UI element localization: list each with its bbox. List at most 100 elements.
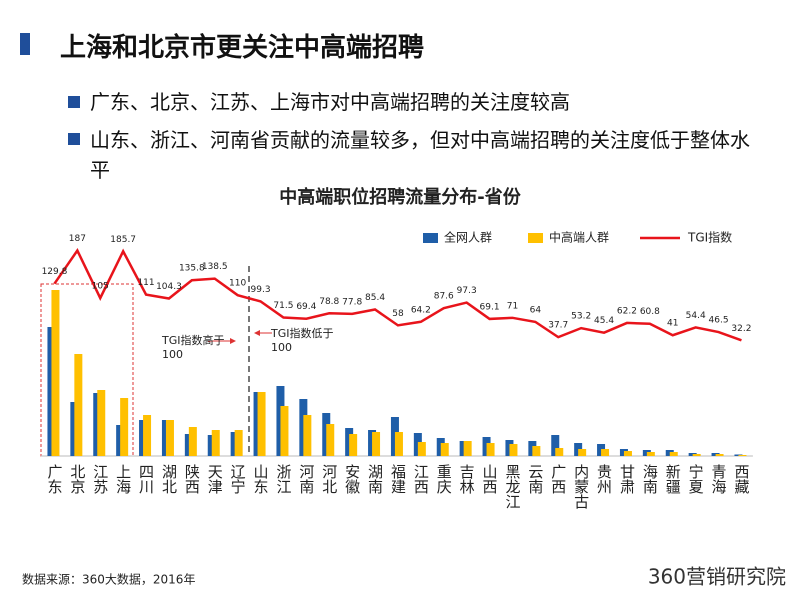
x-tick-label: 广东	[45, 464, 63, 494]
data-label: 105	[92, 282, 109, 292]
bar	[463, 441, 472, 456]
x-tick-label: 黑龙江	[503, 464, 521, 509]
bar	[303, 415, 312, 456]
x-tick-label: 青海	[710, 464, 728, 494]
data-label: 138.5	[202, 262, 228, 272]
bullet-mark	[68, 133, 80, 145]
arrow-head	[230, 338, 236, 344]
bar	[211, 430, 220, 456]
bar	[715, 454, 724, 456]
bar	[440, 443, 449, 456]
source: 数据来源：360大数据，2016年	[22, 572, 195, 587]
title-marker	[20, 33, 30, 55]
x-tick-label: 辽宁	[229, 464, 247, 494]
data-label: 187	[69, 234, 86, 244]
bullet-text: 广东、北京、江苏、上海市对中高端招聘的关注度较高	[90, 90, 570, 114]
bar	[601, 449, 610, 456]
data-label: 41	[667, 319, 678, 329]
x-tick-label: 宁夏	[687, 464, 705, 494]
x-tick-label: 陕西	[183, 464, 201, 494]
x-tick-label: 上海	[114, 464, 132, 494]
data-label: 111	[137, 278, 154, 288]
data-label: 97.3	[457, 286, 477, 296]
bar	[578, 449, 587, 456]
x-tick-label: 甘肃	[618, 464, 636, 494]
data-label: 104.3	[156, 282, 182, 292]
bar	[97, 390, 106, 456]
data-label: 77.8	[342, 297, 362, 307]
data-label: 87.6	[434, 292, 454, 302]
bar	[509, 444, 518, 456]
arrow-head	[254, 330, 260, 336]
bar	[555, 448, 564, 456]
legend-swatch	[423, 233, 438, 243]
x-tick-label: 浙江	[274, 464, 292, 494]
data-label: 54.4	[686, 311, 706, 321]
data-label: 85.4	[365, 293, 385, 303]
bar	[669, 452, 678, 456]
bar	[143, 415, 152, 456]
data-label: 60.8	[640, 307, 660, 317]
x-tick-label: 湖南	[366, 464, 384, 494]
bar	[532, 446, 541, 456]
data-label: 69.1	[480, 302, 500, 312]
data-label: 129.8	[42, 267, 68, 277]
legend-label: TGI指数	[687, 230, 732, 245]
data-label: 46.5	[709, 316, 729, 326]
x-tick-label: 西藏	[732, 464, 750, 495]
data-label: 135.8	[179, 264, 205, 274]
x-tick-label: 云南	[526, 464, 544, 494]
data-label: 58	[392, 309, 404, 319]
x-tick-label: 河南	[297, 464, 315, 494]
x-tick-label: 北京	[68, 464, 86, 495]
legend-swatch	[528, 233, 543, 243]
data-label: 71.5	[273, 301, 293, 311]
bar	[165, 420, 174, 456]
bar	[234, 430, 243, 456]
bar	[257, 392, 266, 456]
bar	[51, 290, 60, 456]
bar	[551, 435, 560, 456]
x-tick-label: 湖北	[160, 464, 178, 494]
data-label: 110	[229, 279, 246, 289]
bar	[646, 452, 655, 456]
annotation: TGI指数低于100	[271, 327, 334, 354]
data-label: 37.7	[548, 321, 568, 331]
x-tick-label: 安徽	[343, 464, 361, 494]
bar	[417, 442, 426, 456]
bar	[692, 454, 701, 456]
data-label: 53.2	[571, 312, 591, 322]
x-tick-label: 江苏	[91, 464, 109, 495]
bar	[326, 424, 335, 456]
x-tick-label: 山东	[252, 464, 270, 494]
data-label: 62.2	[617, 306, 637, 316]
bar	[74, 354, 83, 456]
data-label: 69.4	[296, 302, 316, 312]
bar	[349, 434, 358, 456]
bar	[486, 443, 495, 456]
bar	[372, 432, 381, 456]
annotation: TGI指数高于100	[162, 334, 225, 361]
bar	[394, 432, 403, 456]
data-label: 185.7	[110, 235, 136, 245]
x-tick-label: 新疆	[664, 464, 682, 494]
page-title: 上海和北京市更关注中高端招聘	[60, 33, 425, 63]
data-label: 99.3	[251, 285, 271, 295]
x-tick-label: 河北	[320, 464, 338, 494]
legend-label: 全网人群	[444, 230, 492, 245]
bullet-mark	[68, 96, 80, 108]
x-tick-label: 贵州	[595, 464, 613, 494]
chart-title: 中高端职位招聘流量分布-省份	[279, 186, 521, 208]
x-tick-label: 吉林	[458, 464, 476, 494]
data-label: 71	[507, 301, 518, 311]
x-tick-label: 广西	[549, 464, 567, 494]
x-tick-label: 重庆	[435, 464, 453, 494]
bullet-text: 山东、浙江、河南省贡献的流量较多，但对中高端招聘的关注度低于整体水平	[90, 128, 750, 182]
x-tick-label: 山西	[481, 464, 499, 494]
bar	[623, 451, 632, 456]
x-tick-label: 福建	[389, 464, 407, 494]
data-label: 45.4	[594, 316, 614, 326]
x-tick-label: 四川	[137, 464, 155, 494]
